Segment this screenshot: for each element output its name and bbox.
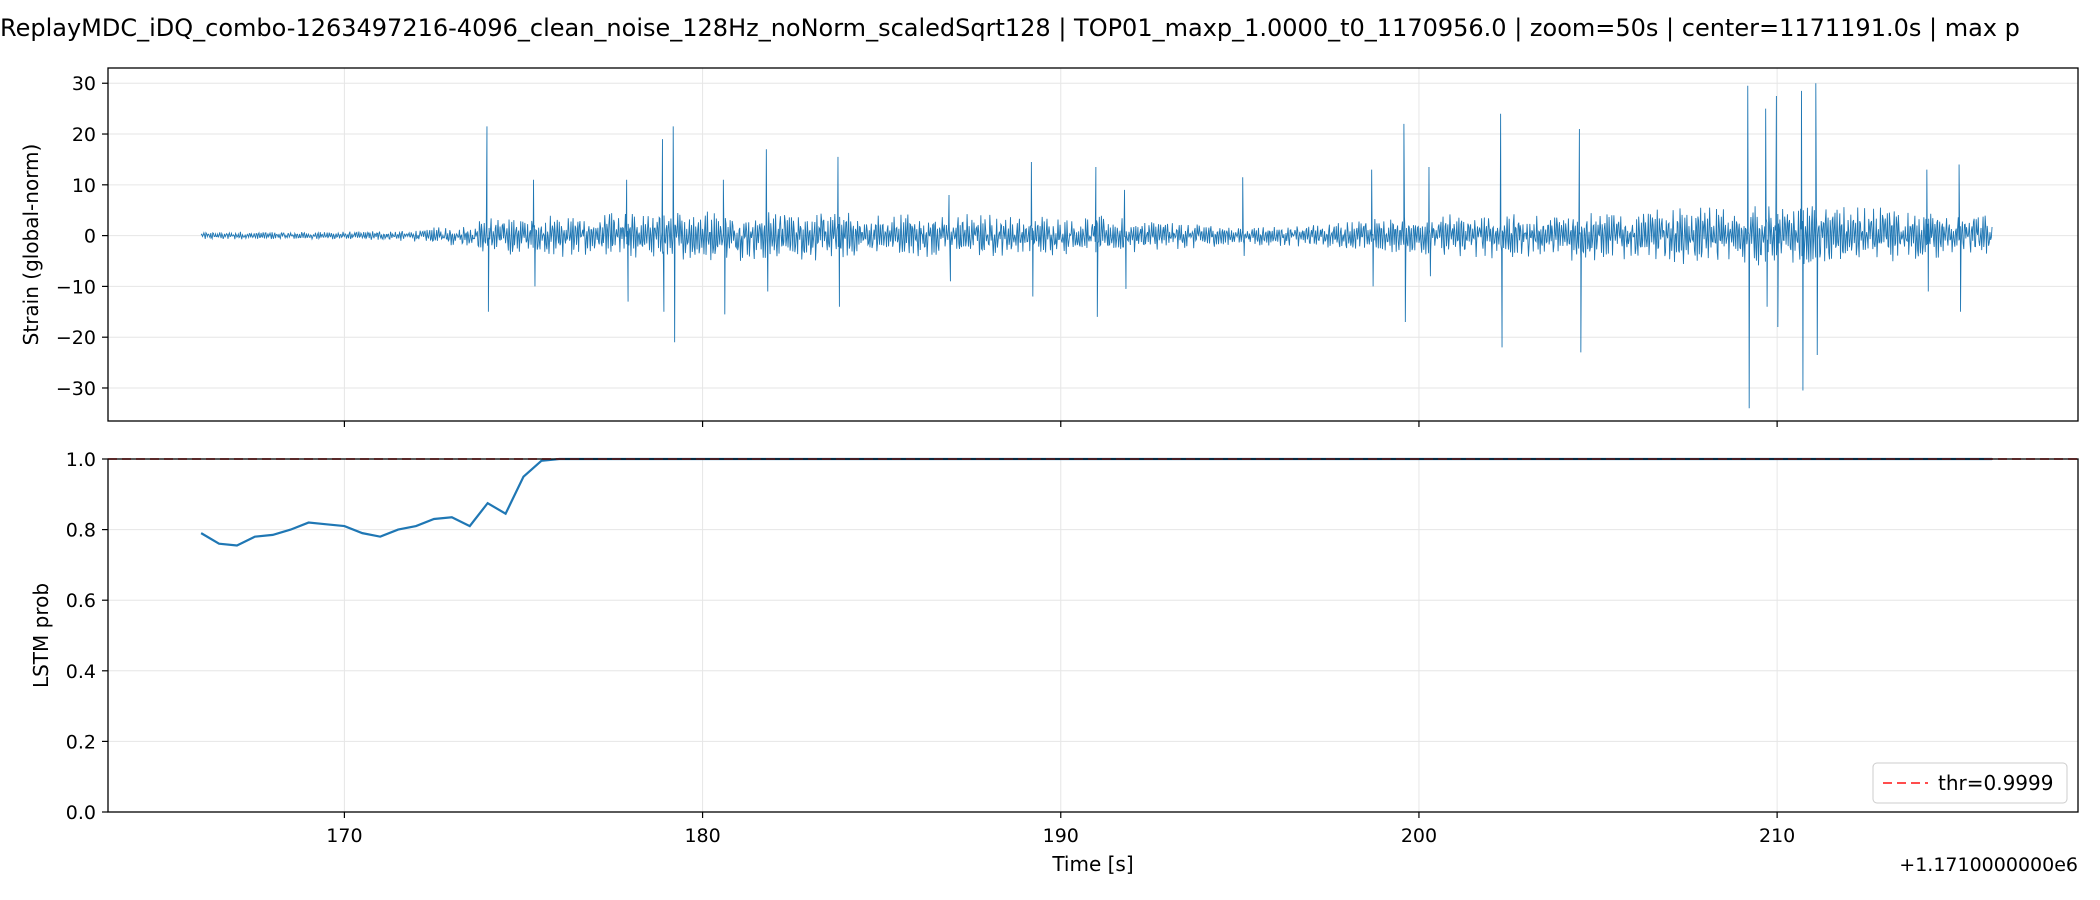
prob-panel: 170 180 190 200 210 0.0 0.2 0.4 0.6 0.8 1.0 LSTM p… bbox=[29, 449, 2079, 876]
bot-y-tick-label: 0.0 bbox=[66, 802, 96, 824]
top-y-tick-label: −10 bbox=[56, 276, 96, 298]
strain-axes-frame bbox=[107, 67, 2079, 422]
legend: thr=0.9999 bbox=[1872, 762, 2068, 804]
x-axis-label: Time [s] bbox=[1051, 852, 1133, 876]
strain-panel: −30 −20 −10 0 10 20 30 Strain (global-norm) bbox=[19, 67, 2079, 427]
prob-plot-area bbox=[108, 457, 2078, 547]
prob-axes-frame bbox=[107, 458, 2079, 813]
top-y-tick-label: −20 bbox=[56, 327, 96, 349]
legend-threshold-label: thr=0.9999 bbox=[1938, 771, 2053, 795]
x-tick-label: 190 bbox=[1043, 825, 1079, 847]
figure-title: ReplayMDC_iDQ_combo-1263497216-4096_clea… bbox=[0, 14, 2020, 42]
top-y-tick-label: −30 bbox=[56, 378, 96, 400]
strain-series-line bbox=[200, 83, 1993, 409]
prob-y-axis-label: LSTM prob bbox=[29, 583, 53, 688]
legend-box bbox=[1872, 762, 2068, 804]
bot-y-tick-label: 1.0 bbox=[66, 449, 96, 471]
strain-ticks: −30 −20 −10 0 10 20 30 bbox=[56, 73, 1778, 427]
top-y-tick-label: 20 bbox=[72, 124, 96, 146]
strain-plot-area bbox=[200, 83, 1993, 409]
x-tick-label: 200 bbox=[1401, 825, 1437, 847]
bot-y-tick-label: 0.2 bbox=[66, 731, 96, 753]
prob-ticks: 170 180 190 200 210 0.0 0.2 0.4 0.6 0.8 1.0 bbox=[66, 449, 1795, 847]
prob-grid bbox=[108, 458, 2078, 813]
x-tick-label: 170 bbox=[326, 825, 362, 847]
strain-y-axis-label: Strain (global-norm) bbox=[19, 144, 43, 346]
top-y-tick-label: 10 bbox=[72, 175, 96, 197]
bot-y-tick-label: 0.6 bbox=[66, 590, 96, 612]
top-y-tick-label: 0 bbox=[84, 226, 96, 248]
x-tick-label: 180 bbox=[684, 825, 720, 847]
bot-y-tick-label: 0.8 bbox=[66, 520, 96, 542]
top-y-tick-label: 30 bbox=[72, 73, 96, 95]
x-axis-offset-label: +1.1710000000e6 bbox=[1899, 854, 2078, 876]
bot-y-tick-label: 0.4 bbox=[66, 661, 96, 683]
strain-grid bbox=[108, 68, 2078, 421]
prob-series-line bbox=[200, 457, 1993, 547]
x-tick-label: 210 bbox=[1759, 825, 1795, 847]
